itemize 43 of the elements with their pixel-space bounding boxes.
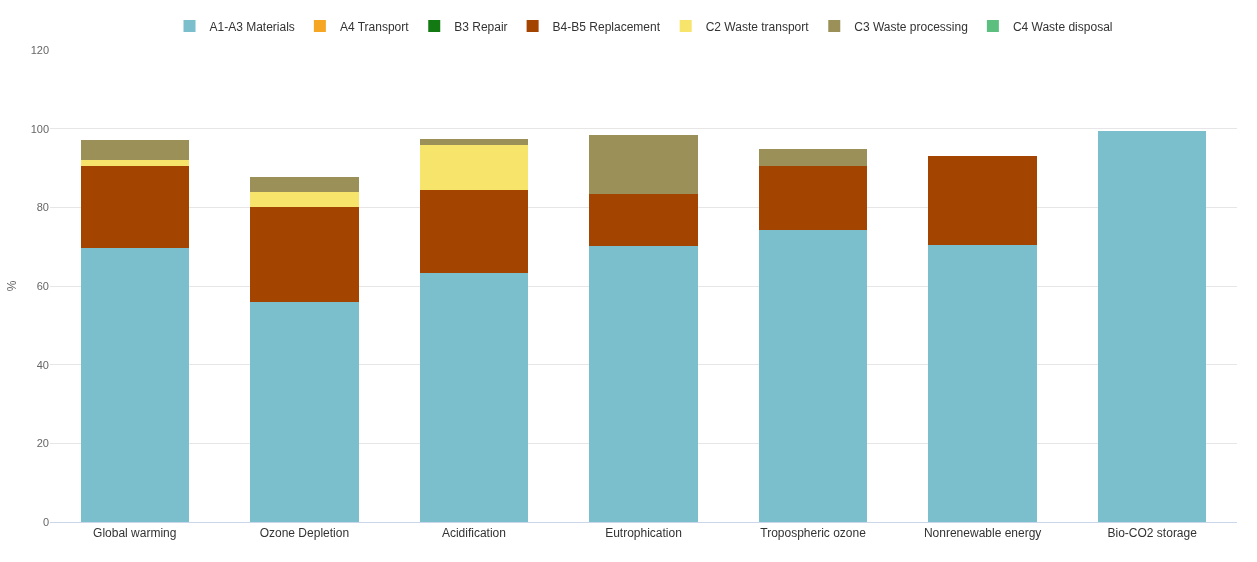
x-tick-label: Global warming (93, 526, 177, 541)
x-tick-label: Bio-CO2 storage (1107, 526, 1198, 541)
bar (928, 156, 1037, 245)
bar (250, 177, 359, 192)
bar (250, 301, 359, 522)
bar (250, 191, 359, 208)
x-tick-label: Acidification (441, 526, 506, 541)
x-tick-label: Tropospheric ozone (760, 526, 867, 541)
legend-label: B4-B5 Replacement (552, 19, 661, 34)
bar (758, 148, 868, 167)
bar (419, 138, 529, 145)
y-tick-label: 40 (36, 358, 49, 371)
legend-label: C3 Waste processing (854, 19, 968, 34)
bar (589, 245, 698, 522)
bar (589, 193, 698, 246)
bar (250, 207, 359, 302)
y-axis-title: % (5, 280, 19, 292)
bar (928, 244, 1037, 522)
bar (419, 272, 529, 522)
legend-label: B3 Repair (454, 19, 508, 34)
y-tick-label: 20 (36, 437, 49, 450)
legend-label: C4 Waste disposal (1012, 19, 1113, 34)
x-tick-label: Ozone Depletion (259, 526, 350, 541)
y-tick-label: 100 (30, 122, 49, 135)
y-tick-label: 60 (36, 279, 49, 292)
y-tick-label: 120 (30, 43, 49, 56)
bar (80, 165, 190, 249)
bar (758, 166, 868, 230)
bar (80, 160, 190, 166)
x-tick-label: Nonrenewable energy (923, 526, 1042, 541)
bar (589, 134, 698, 194)
bar (758, 229, 868, 522)
bar (80, 248, 190, 522)
bar (80, 140, 190, 161)
y-tick-label: 80 (36, 201, 49, 214)
y-tick-label: 0 (42, 515, 49, 528)
bar (419, 190, 529, 273)
legend-label: A1-A3 Materials (209, 19, 295, 34)
x-tick-label: Eutrophication (605, 526, 682, 541)
bar (1097, 130, 1207, 522)
legend-label: A4 Transport (339, 19, 410, 34)
legend-label: C2 Waste transport (705, 19, 810, 34)
bar (419, 144, 529, 191)
